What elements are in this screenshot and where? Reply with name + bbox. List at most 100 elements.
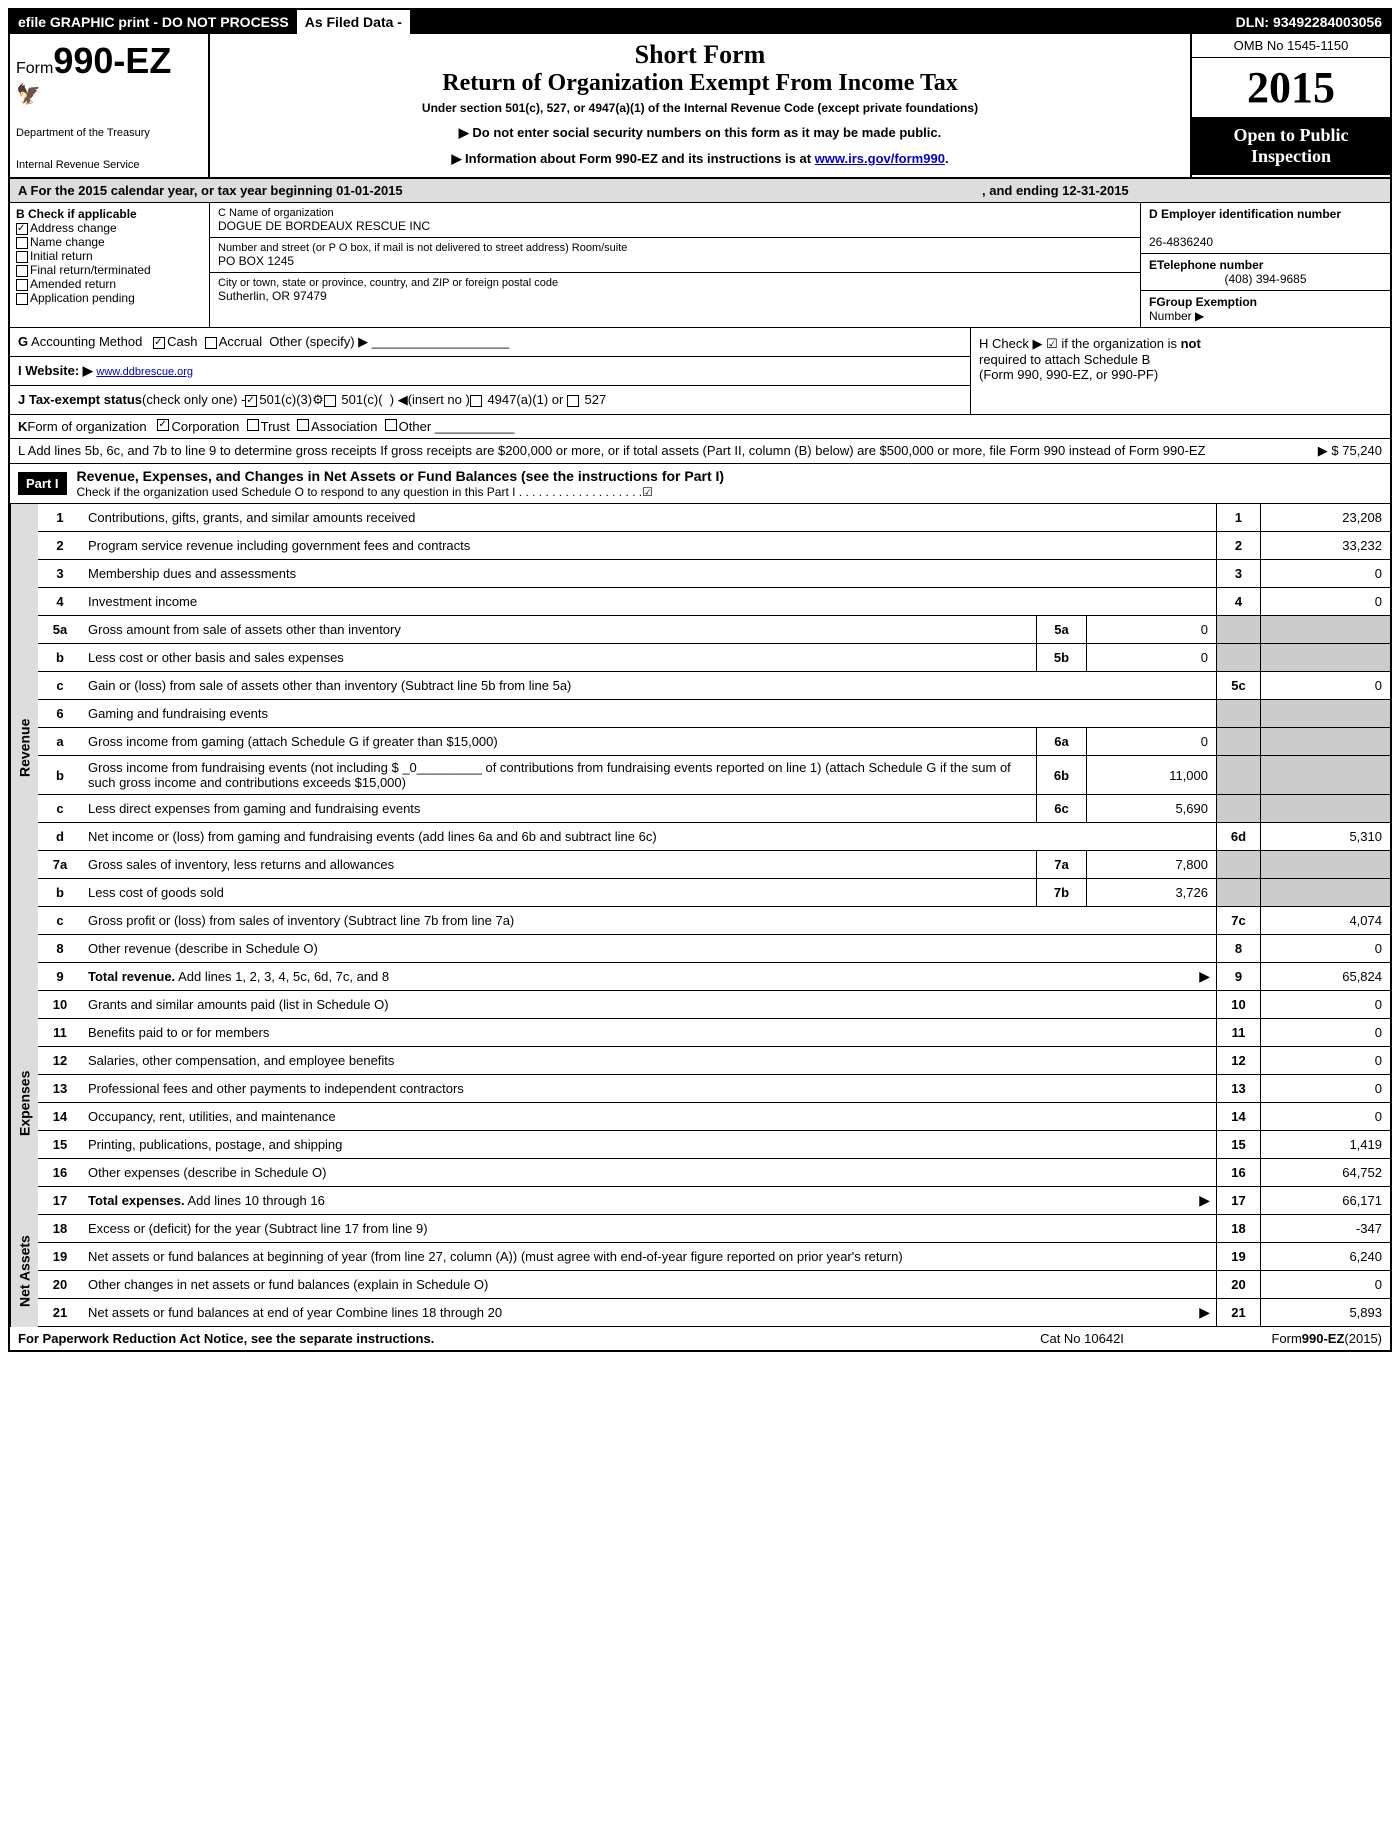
telephone: (408) 394-9685 (1149, 272, 1382, 286)
line-num: 18 (38, 1215, 82, 1242)
form-number: 990-EZ (53, 40, 171, 81)
line-text: Other expenses (describe in Schedule O) (82, 1159, 1216, 1186)
section-bcd: B Check if applicable Address change Nam… (10, 203, 1390, 328)
part-i-label: Part I (18, 472, 67, 495)
line-row: 18Excess or (deficit) for the year (Subt… (38, 1215, 1390, 1243)
line-row: 1Contributions, gifts, grants, and simil… (38, 504, 1390, 532)
line-text: Excess or (deficit) for the year (Subtra… (82, 1215, 1216, 1242)
line-text: Net assets or fund balances at beginning… (82, 1243, 1216, 1270)
line-row: 6Gaming and fundraising events (38, 700, 1390, 728)
line-row: 11Benefits paid to or for members110 (38, 1019, 1390, 1047)
line-row: dNet income or (loss) from gaming and fu… (38, 823, 1390, 851)
org-street: PO BOX 1245 (218, 254, 1132, 268)
checkbox-cash[interactable] (153, 337, 165, 349)
right-line-num: 21 (1216, 1299, 1260, 1326)
org-city: Sutherlin, OR 97479 (218, 289, 1132, 303)
section-d: D Employer identification number 26-4836… (1140, 203, 1390, 327)
sub-line-num: 7b (1036, 879, 1086, 906)
sub-line-val: 0 (1086, 644, 1216, 671)
website-link[interactable]: www.ddbrescue.org (96, 366, 193, 378)
line-row: bGross income from fundraising events (n… (38, 756, 1390, 795)
sub-line-val: 5,690 (1086, 795, 1216, 822)
right-line-val: 5,310 (1260, 823, 1390, 850)
sub-line-val: 7,800 (1086, 851, 1216, 878)
right-line-num: 8 (1216, 935, 1260, 962)
right-line-num: 10 (1216, 991, 1260, 1018)
right-line-num: 14 (1216, 1103, 1260, 1130)
line-row: 20Other changes in net assets or fund ba… (38, 1271, 1390, 1299)
line-text: Less cost of goods sold (82, 879, 1036, 906)
sub-line-num: 5b (1036, 644, 1086, 671)
line-text: Less cost or other basis and sales expen… (82, 644, 1036, 671)
notice-ssn: ▶ Do not enter social security numbers o… (220, 125, 1180, 141)
row-k-form-org: K Form of organization Corporation Trust… (10, 415, 1390, 439)
line-row: 5aGross amount from sale of assets other… (38, 616, 1390, 644)
right-line-num: 4 (1216, 588, 1260, 615)
irs-link[interactable]: www.irs.gov/form990 (815, 151, 945, 166)
right-line-val: 0 (1260, 1047, 1390, 1074)
right-line-val: 0 (1260, 1019, 1390, 1046)
tax-year: 2015 (1192, 58, 1390, 117)
line-row: cGross profit or (loss) from sales of in… (38, 907, 1390, 935)
line-text: Gross income from gaming (attach Schedul… (82, 728, 1036, 755)
row-a-tax-year: A For the 2015 calendar year, or tax yea… (10, 179, 1390, 203)
side-revenue: Revenue (10, 504, 38, 991)
asfiled-label: As Filed Data - (297, 10, 412, 34)
line-num: 10 (38, 991, 82, 1018)
org-name: DOGUE DE BORDEAUX RESCUE INC (218, 219, 1132, 233)
header-row: Form990-EZ 🦅 Department of the Treasury … (10, 34, 1390, 179)
line-num: 8 (38, 935, 82, 962)
checkbox-amended[interactable] (16, 279, 28, 291)
right-line-val: 66,171 (1260, 1187, 1390, 1214)
checkbox-corporation[interactable] (157, 419, 169, 431)
revenue-section: Revenue 1Contributions, gifts, grants, a… (10, 504, 1390, 991)
checkbox-initial-return[interactable] (16, 251, 28, 263)
irs-eagle-icon: 🦅 (16, 82, 202, 107)
line-row: 12Salaries, other compensation, and empl… (38, 1047, 1390, 1075)
line-num: 4 (38, 588, 82, 615)
right-line-num: 7c (1216, 907, 1260, 934)
part-i-header: Part I Revenue, Expenses, and Changes in… (10, 464, 1390, 504)
checkbox-address-change[interactable] (16, 223, 28, 235)
line-text: Membership dues and assessments (82, 560, 1216, 587)
expenses-section: Expenses 10Grants and similar amounts pa… (10, 991, 1390, 1215)
sub-line-val: 3,726 (1086, 879, 1216, 906)
line-row: cLess direct expenses from gaming and fu… (38, 795, 1390, 823)
right-line-val: 33,232 (1260, 532, 1390, 559)
under-section: Under section 501(c), 527, or 4947(a)(1)… (220, 101, 1180, 115)
right-line-val: 0 (1260, 991, 1390, 1018)
line-row: aGross income from gaming (attach Schedu… (38, 728, 1390, 756)
line-num: 20 (38, 1271, 82, 1298)
right-line-val: 65,824 (1260, 963, 1390, 990)
checkbox-name-change[interactable] (16, 237, 28, 249)
line-text: Gaming and fundraising events (82, 700, 1216, 727)
line-row: 21Net assets or fund balances at end of … (38, 1299, 1390, 1327)
line-row: 17Total expenses. Add lines 10 through 1… (38, 1187, 1390, 1215)
row-j-tax-status: J Tax-exempt status(check only one) -501… (10, 386, 970, 414)
ein-value: 26-4836240 (1149, 235, 1213, 249)
header-center: Short Form Return of Organization Exempt… (210, 34, 1190, 177)
gross-receipts-value: $ 75,240 (1331, 443, 1382, 458)
line-num: 14 (38, 1103, 82, 1130)
dept-treasury: Department of the Treasury (16, 127, 202, 139)
omb-number: OMB No 1545-1150 (1192, 34, 1390, 58)
line-text: Gross profit or (loss) from sales of inv… (82, 907, 1216, 934)
checkbox-final-return[interactable] (16, 265, 28, 277)
form-page: efile GRAPHIC print - DO NOT PROCESS As … (8, 8, 1392, 1352)
line-num: c (38, 795, 82, 822)
sub-line-num: 6c (1036, 795, 1086, 822)
checkbox-pending[interactable] (16, 293, 28, 305)
line-num: d (38, 823, 82, 850)
line-row: 16Other expenses (describe in Schedule O… (38, 1159, 1390, 1187)
right-line-num: 15 (1216, 1131, 1260, 1158)
line-text: Program service revenue including govern… (82, 532, 1216, 559)
line-num: c (38, 907, 82, 934)
right-line-val: 0 (1260, 1075, 1390, 1102)
right-line-num: 13 (1216, 1075, 1260, 1102)
line-text: Occupancy, rent, utilities, and maintena… (82, 1103, 1216, 1130)
checkbox-501c3[interactable] (245, 395, 257, 407)
row-i-website: I Website: ▶ www.ddbrescue.org (10, 357, 970, 386)
checkbox-accrual[interactable] (205, 337, 217, 349)
right-line-val: 0 (1260, 588, 1390, 615)
sub-line-num: 6a (1036, 728, 1086, 755)
